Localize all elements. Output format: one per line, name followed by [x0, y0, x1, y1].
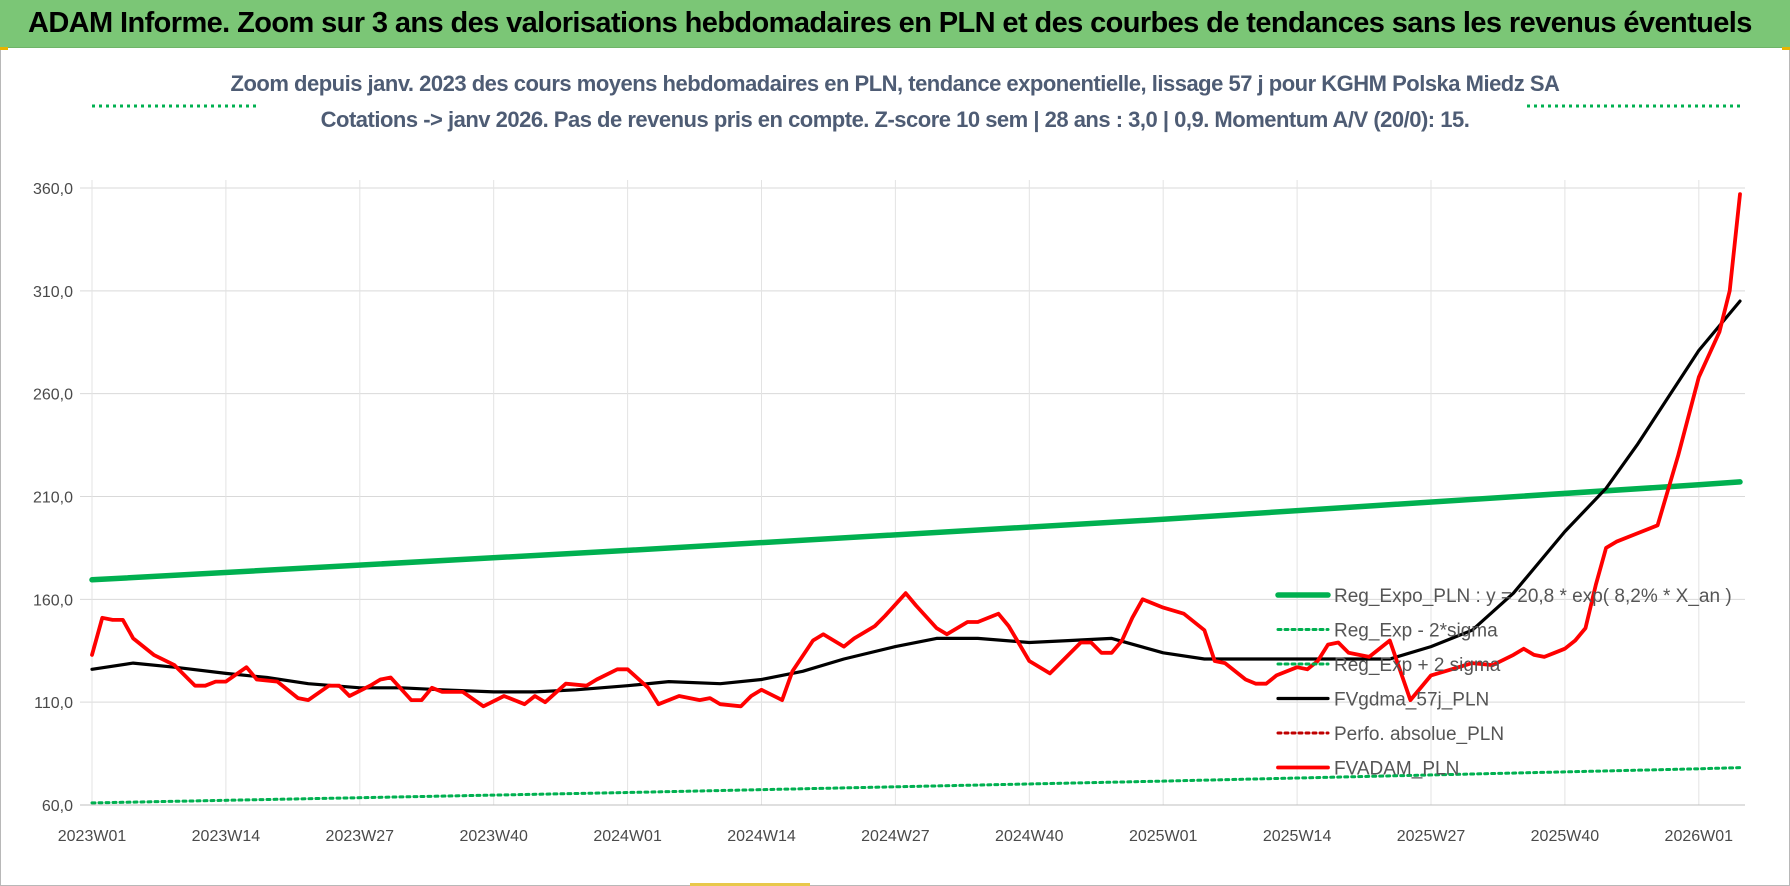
legend-label: Reg_Exp + 2 sigma [1334, 655, 1501, 676]
smoothed-series-line [90, 299, 1742, 694]
x-tick-label: 2023W27 [326, 828, 395, 845]
corner-accent-right [1782, 47, 1790, 50]
x-tick-label: 2024W14 [727, 828, 796, 845]
y-tick-label: 310,0 [33, 284, 73, 301]
value-series-line [90, 192, 1742, 709]
x-tick-label: 2025W01 [1129, 828, 1198, 845]
trend-series-line [89, 479, 1743, 583]
x-tick-label: 2026W01 [1665, 828, 1734, 845]
x-tick-label: 2025W27 [1397, 828, 1466, 845]
chart-subtitle: Cotations -> janv 2026. Pas de revenus p… [320, 107, 1470, 132]
x-tick-label: 2023W14 [192, 828, 261, 845]
y-tick-label: 210,0 [33, 490, 73, 507]
y-tick-label: 160,0 [33, 592, 73, 609]
legend-label: Reg_Exp - 2*sigma [1334, 621, 1498, 642]
x-tick-label: 2024W27 [861, 828, 930, 845]
y-tick-label: 360,0 [33, 181, 73, 198]
bottom-accent [690, 883, 810, 886]
x-tick-label: 2023W01 [58, 828, 127, 845]
lower-band-series-line [90, 766, 1742, 805]
x-tick-label: 2025W40 [1531, 828, 1600, 845]
y-tick-label: 260,0 [33, 387, 73, 404]
legend-label: FVADAM_PLN [1334, 759, 1459, 780]
y-tick-label: 110,0 [34, 695, 73, 712]
header-banner: ADAM Informe. Zoom sur 3 ans des valoris… [0, 0, 1790, 48]
header-title: ADAM Informe. Zoom sur 3 ans des valoris… [28, 7, 1752, 39]
x-tick-label: 2025W14 [1263, 828, 1332, 845]
y-tick-label: 60,0 [42, 798, 73, 815]
chart-title: Zoom depuis janv. 2023 des cours moyens … [230, 71, 1560, 96]
x-tick-label: 2023W40 [459, 828, 528, 845]
x-tick-label: 2024W40 [995, 828, 1064, 845]
legend-label: Perfo. absolue_PLN [1334, 724, 1504, 745]
corner-accent-left [0, 47, 8, 50]
x-tick-label: 2024W01 [593, 828, 662, 845]
legend-label: Reg_Expo_PLN : y = 20,8 * exp( 8,2% * X_… [1334, 586, 1732, 607]
legend-label: FVgdma_57j_PLN [1334, 690, 1489, 711]
